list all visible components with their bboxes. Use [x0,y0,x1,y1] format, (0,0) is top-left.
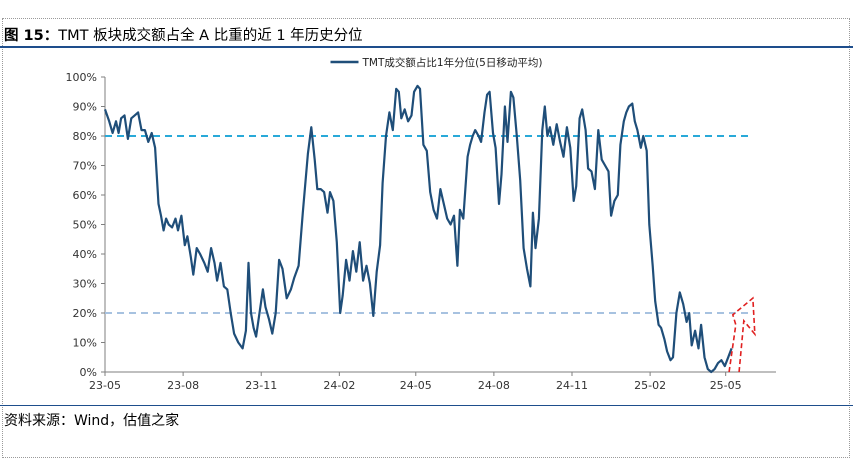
chart-axes: 0% 10% 20% 30% 40% 50% 60% 70% 80% 90% 100% 23-05 23… [66,71,776,392]
y-tick-label: 20% [73,307,97,320]
chart-series [103,84,733,374]
x-tick-label: 24-08 [478,379,510,392]
figure-title-text: TMT 板块成交额占全 A 比重的近 1 年历史分位 [58,28,363,44]
y-tick-label: 90% [73,101,97,114]
figure-source: 资料来源：Wind，估值之家 [4,413,180,429]
chart-legend: TMT成交额占比1年分位(5日移动平均) [330,56,543,69]
figure-title: 图 15：TMT 板块成交额占全 A 比重的近 1 年历史分位 [4,24,363,45]
title-rule [0,46,853,48]
y-tick-label: 100% [66,71,97,84]
y-tick-label: 30% [73,278,97,291]
x-tick-label: 23-11 [245,379,277,392]
y-tick-label: 0% [80,366,97,379]
figure-label: 图 15： [4,28,59,44]
x-tick-label: 24-05 [400,379,432,392]
y-tick-label: 60% [73,189,97,202]
figure-title-bar: 图 15：TMT 板块成交额占全 A 比重的近 1 年历史分位 [0,21,853,48]
x-tick-label: 25-05 [710,379,742,392]
series-line [103,84,733,374]
y-tick-label: 10% [73,337,97,350]
y-tick-label: 50% [73,219,97,232]
legend-label: TMT成交额占比1年分位(5日移动平均) [362,56,543,69]
y-tick-label: 80% [73,130,97,143]
y-tick-label: 40% [73,248,97,261]
x-tick-label: 24-02 [323,379,355,392]
y-tick-label: 70% [73,160,97,173]
x-tick-label: 23-08 [167,379,199,392]
chart-annotations [728,296,756,373]
figure-frame [2,18,850,458]
x-tick-label: 24-11 [556,379,588,392]
x-tick-label: 25-02 [634,379,666,392]
source-rule [0,405,853,406]
trend-arrow-annotation [728,296,756,373]
x-tick-label: 23-05 [89,379,121,392]
